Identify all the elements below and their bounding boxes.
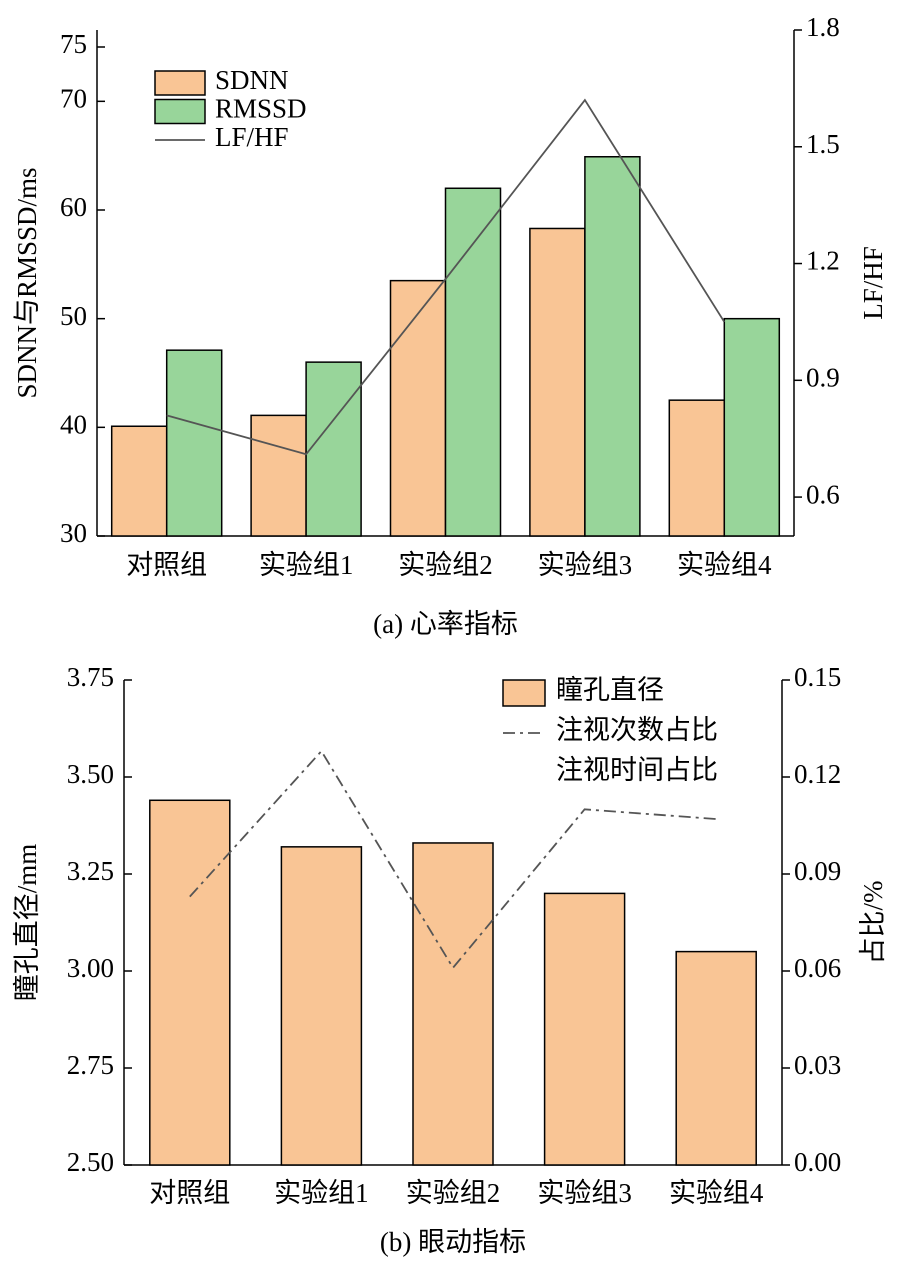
- y-tick-label: 2.50: [67, 1147, 114, 1177]
- legend-swatch: [154, 98, 206, 125]
- bar: [723, 317, 781, 537]
- y-tick-label: 3.50: [67, 759, 114, 789]
- legend-label: 注视时间占比: [556, 755, 718, 785]
- y-tick-label: 3.00: [67, 953, 114, 983]
- x-tick-label: 实验组1: [259, 550, 354, 580]
- legend-label: 瞳孔直径: [556, 675, 664, 705]
- bar: [412, 842, 494, 1166]
- bar: [149, 799, 231, 1166]
- bar: [389, 279, 447, 537]
- y-tick-label: 3.75: [67, 662, 114, 692]
- y2-tick-label: 0.03: [794, 1050, 841, 1080]
- x-tick-label: 对照组: [149, 1178, 230, 1208]
- legend-swatch: [154, 70, 206, 96]
- y2-tick-label: 0.15: [794, 662, 841, 692]
- legend-label: 注视次数占比: [556, 715, 718, 745]
- y-tick-label: 40: [60, 410, 87, 440]
- line: [166, 98, 726, 456]
- y2-tick-label: 0.9: [806, 363, 840, 393]
- chart-caption: (b) 眼动指标: [380, 1227, 526, 1257]
- y-axis-label: 瞳孔直径/mm: [12, 844, 42, 1002]
- y-tick-label: 75: [60, 29, 87, 59]
- bar: [250, 414, 307, 537]
- y-tick-label: 2.75: [67, 1050, 114, 1080]
- y2-tick-label: 1.8: [806, 12, 840, 42]
- y2-tick-label: 0.09: [794, 856, 841, 886]
- bar: [444, 187, 502, 537]
- bar: [543, 892, 626, 1166]
- legend-label: SDNN: [215, 65, 289, 95]
- y2-axis-label: 占比/%: [858, 881, 888, 965]
- line: [189, 749, 717, 970]
- y2-tick-label: 0.06: [794, 953, 841, 983]
- bar: [529, 227, 586, 537]
- bar: [668, 399, 726, 537]
- y2-tick-label: 1.5: [806, 129, 840, 159]
- x-tick-label: 实验组3: [537, 1178, 632, 1208]
- chart-caption: (a) 心率指标: [373, 609, 518, 639]
- x-tick-label: 实验组3: [538, 550, 633, 580]
- y2-tick-label: 0.12: [794, 759, 841, 789]
- x-tick-label: 实验组4: [677, 550, 772, 580]
- y-tick-label: 30: [60, 518, 87, 548]
- y-tick-label: 70: [60, 84, 87, 114]
- x-tick-label: 实验组2: [406, 1178, 501, 1208]
- legend-label: RMSSD: [215, 94, 307, 124]
- x-tick-label: 实验组4: [669, 1178, 764, 1208]
- bar: [675, 950, 757, 1166]
- bar: [165, 349, 223, 537]
- bar: [305, 361, 362, 537]
- x-tick-label: 对照组: [126, 550, 207, 580]
- x-tick-label: 实验组1: [274, 1178, 369, 1208]
- y2-axis-label: LF/HF: [858, 246, 888, 320]
- y2-tick-label: 0.6: [806, 479, 840, 509]
- bar: [584, 156, 641, 537]
- y-tick-label: 60: [60, 192, 87, 222]
- y-tick-label: 50: [60, 301, 87, 331]
- y-axis-label: SDNN与RMSSD/ms: [12, 167, 42, 398]
- bar: [280, 846, 363, 1166]
- y-tick-label: 3.25: [67, 856, 114, 886]
- bar: [110, 425, 168, 537]
- legend-swatch: [502, 679, 546, 707]
- y2-tick-label: 0.00: [794, 1147, 841, 1177]
- x-tick-label: 实验组2: [398, 550, 493, 580]
- y2-tick-label: 1.2: [806, 246, 840, 276]
- legend-label: LF/HF: [215, 122, 289, 152]
